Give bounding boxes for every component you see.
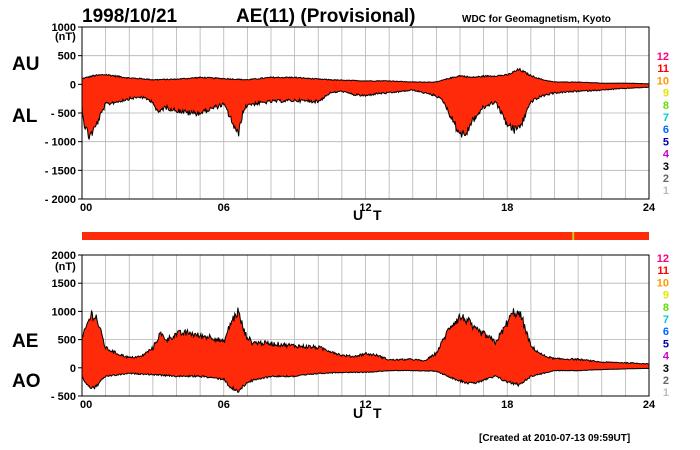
- station-count-label: 2: [663, 375, 669, 387]
- station-count-label: 4: [663, 351, 670, 363]
- y-tick-label: 500: [58, 335, 76, 347]
- x-tick-label: 00: [80, 399, 92, 411]
- x-tick-labels: 00 06 12 18 24: [80, 399, 656, 411]
- station-count-label: 12: [657, 253, 669, 265]
- station-count-label: 7: [663, 112, 669, 124]
- station-count-label: 6: [663, 326, 669, 338]
- station-count-label: 9: [663, 88, 669, 100]
- station-count-label: 3: [663, 363, 669, 375]
- y-tick-label: 1500: [52, 278, 76, 290]
- station-count-label: 8: [663, 100, 669, 112]
- source-label: WDC for Geomagnetism, Kyoto: [462, 14, 611, 25]
- x-tick-label: 12: [359, 399, 371, 411]
- y-tick-label: 500: [58, 51, 76, 63]
- station-count-label: 6: [663, 124, 669, 136]
- y-tick-label: 2000: [52, 250, 76, 262]
- y-tick-labels: 1000 500 0 - 500 - 1000 - 1500 - 2000: [45, 22, 82, 206]
- y-tick-label: 1000: [52, 22, 76, 34]
- y-tick-label: 0: [70, 363, 76, 375]
- y-tick-label: - 500: [51, 391, 76, 403]
- station-count-label: 5: [663, 136, 669, 148]
- y-tick-label: 1000: [52, 306, 76, 318]
- envelope-fill: [82, 68, 649, 140]
- station-count-label: 12: [657, 51, 669, 63]
- al-series-line: [81, 86, 650, 140]
- au-series-line: [81, 67, 650, 85]
- envelope-fill: [82, 307, 649, 393]
- station-count-label: 2: [663, 173, 669, 185]
- data-area: [81, 67, 650, 140]
- station-count-label: 5: [663, 338, 669, 350]
- au-al-panel: 1000 500 0 - 500 - 1000 - 1500 - 2000 00 06 12 18…: [12, 22, 656, 223]
- ae-label: AE: [12, 331, 38, 352]
- ae-ao-panel: 2000 1500 1000 500 0 - 500 00 06 12 18 24 (nT) AE…: [12, 250, 656, 421]
- grid: [82, 27, 649, 199]
- station-count-label: 9: [663, 290, 669, 302]
- station-count-label: 3: [663, 161, 669, 173]
- x-tick-label: 24: [643, 399, 656, 411]
- al-label: AL: [12, 106, 38, 127]
- y-tick-label: - 1000: [45, 137, 76, 149]
- y-tick-label: - 1500: [45, 165, 76, 177]
- y-axis-unit: (nT): [55, 31, 76, 43]
- ao-series-line: [81, 367, 649, 394]
- x-tick-label: 06: [218, 399, 230, 411]
- station-count-label: 11: [657, 265, 669, 277]
- y-tick-label: - 2000: [45, 194, 76, 206]
- status-bar-mark: [572, 232, 575, 240]
- x-tick-label: 24: [643, 202, 656, 214]
- x-tick-label: 18: [501, 202, 513, 214]
- x-tick-label: 00: [80, 202, 92, 214]
- x-tick-label: 18: [501, 399, 513, 411]
- x-tick-label: 06: [218, 202, 230, 214]
- station-count-label: 1: [663, 185, 669, 197]
- station-count-label: 7: [663, 314, 669, 326]
- x-axis-label: U T: [353, 405, 385, 421]
- x-tick-labels: 00 06 12 18 24: [80, 202, 656, 214]
- y-tick-label: 0: [70, 79, 76, 91]
- au-label: AU: [12, 54, 39, 75]
- station-count-label: 10: [657, 277, 669, 289]
- ae-series-line: [81, 307, 650, 365]
- y-tick-label: - 500: [51, 108, 76, 120]
- y-axis-unit: (nT): [55, 261, 76, 273]
- station-count-label: 8: [663, 302, 669, 314]
- station-count-label: 1: [663, 387, 669, 399]
- station-count-label: 10: [657, 75, 669, 87]
- index-title: AE(11) (Provisional): [236, 6, 416, 27]
- x-axis-label: U T: [353, 207, 385, 223]
- status-bar-fill: [82, 232, 649, 240]
- ao-label: AO: [12, 371, 41, 392]
- station-count-label: 4: [663, 149, 670, 161]
- date-title: 1998/10/21: [82, 6, 178, 27]
- status-bar: [82, 232, 649, 240]
- x-tick-label: 12: [359, 202, 371, 214]
- station-count-label: 11: [657, 63, 669, 75]
- created-stamp: [Created at 2010-07-13 09:59UT]: [479, 433, 630, 444]
- plot-frame: [81, 254, 650, 397]
- y-tick-labels: 2000 1500 1000 500 0 - 500: [51, 250, 82, 403]
- data-area: [81, 307, 650, 394]
